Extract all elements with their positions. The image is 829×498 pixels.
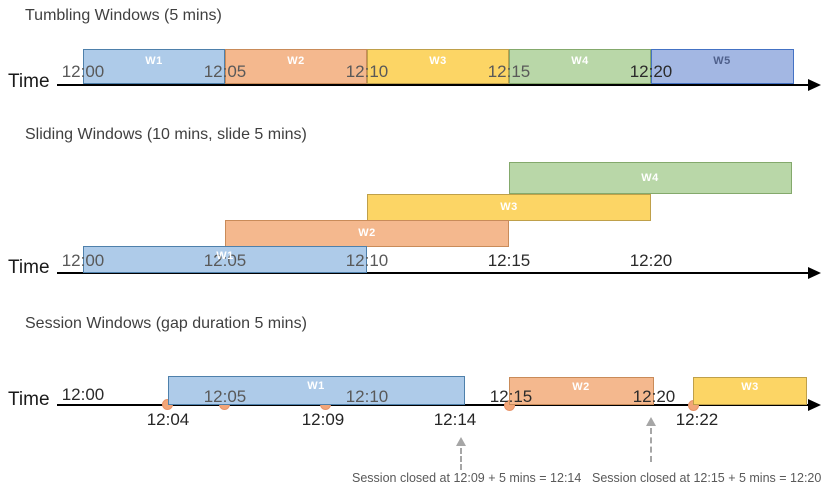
session-section-title: Session Windows (gap duration 5 mins) [25,315,307,332]
tumbling-window-box-w3 [367,49,509,84]
tick-label: 12:20 [629,251,673,270]
session-annotation: Session closed at 12:15 + 5 mins = 12:20 [592,471,822,485]
tick-label: 12:10 [345,251,389,270]
tumbling-time-axis-label: Time [8,71,50,92]
tumbling-timeline-axis [57,84,810,86]
tick-label: 12:15 [487,251,531,270]
session-window-label: W3 [741,381,759,393]
tick-label: 12:10 [345,62,389,81]
sliding-time-axis-label: Time [8,257,50,278]
tumbling-window-box-w5 [651,49,794,84]
dashed-arrow-line [650,428,652,462]
tumbling-window-box-w1 [83,49,225,84]
sliding-window-box-w4 [509,162,792,194]
tumbling-window-label: W4 [571,55,589,67]
session-timeline-axis [57,404,810,406]
tumbling-arrowhead-icon [808,79,821,91]
tick-label: 12:20 [629,62,673,81]
tick-label: 12:00 [61,62,105,81]
tick-label: 12:05 [203,387,247,406]
tumbling-window-box-w4 [509,49,651,84]
sliding-window-box-w3 [367,194,651,221]
session-window-box-w3 [693,377,807,405]
session-window-label: W2 [572,381,590,393]
session-time-axis-label: Time [8,389,50,410]
tick-label: 12:20 [632,387,676,406]
tumbling-section-title: Tumbling Windows (5 mins) [25,7,222,24]
sliding-arrowhead-icon [808,267,821,279]
tick-label: 12:15 [487,62,531,81]
tick-label: 12:05 [203,62,247,81]
event-time-label: 12:14 [433,410,477,429]
session-window-label: W1 [307,380,325,392]
sliding-window-label: W2 [358,227,376,239]
sliding-section-title: Sliding Windows (10 mins, slide 5 mins) [25,126,307,143]
session-annotation: Session closed at 12:09 + 5 mins = 12:14 [352,471,582,485]
tumbling-window-label: W2 [287,55,305,67]
event-time-label: 12:04 [146,410,190,429]
session-window-box-w2 [509,377,654,405]
tick-label: 12:05 [203,251,247,270]
session-window-box-w1 [168,376,465,405]
tick-label: 12:00 [61,385,105,404]
tick-label: 12:00 [61,251,105,270]
session-arrowhead-icon [808,399,821,411]
dashed-arrow-line [460,448,462,470]
tick-label: 12:10 [345,387,389,406]
tumbling-window-label: W1 [145,55,163,67]
sliding-window-label: W4 [641,172,659,184]
tick-label: 12:15 [489,387,533,406]
sliding-timeline-axis [57,272,810,274]
sliding-window-box-w2 [225,220,509,247]
dashed-up-arrowhead-icon [646,417,656,426]
sliding-window-box-w1 [83,246,367,273]
sliding-window-label: W3 [500,201,518,213]
sliding-window-label: W1 [216,250,234,262]
event-time-label: 12:09 [301,410,345,429]
tumbling-window-label: W3 [429,55,447,67]
tumbling-window-label: W5 [713,55,731,67]
dashed-up-arrowhead-icon [456,437,466,446]
event-time-label: 12:22 [675,410,719,429]
tumbling-window-box-w2 [225,49,367,84]
